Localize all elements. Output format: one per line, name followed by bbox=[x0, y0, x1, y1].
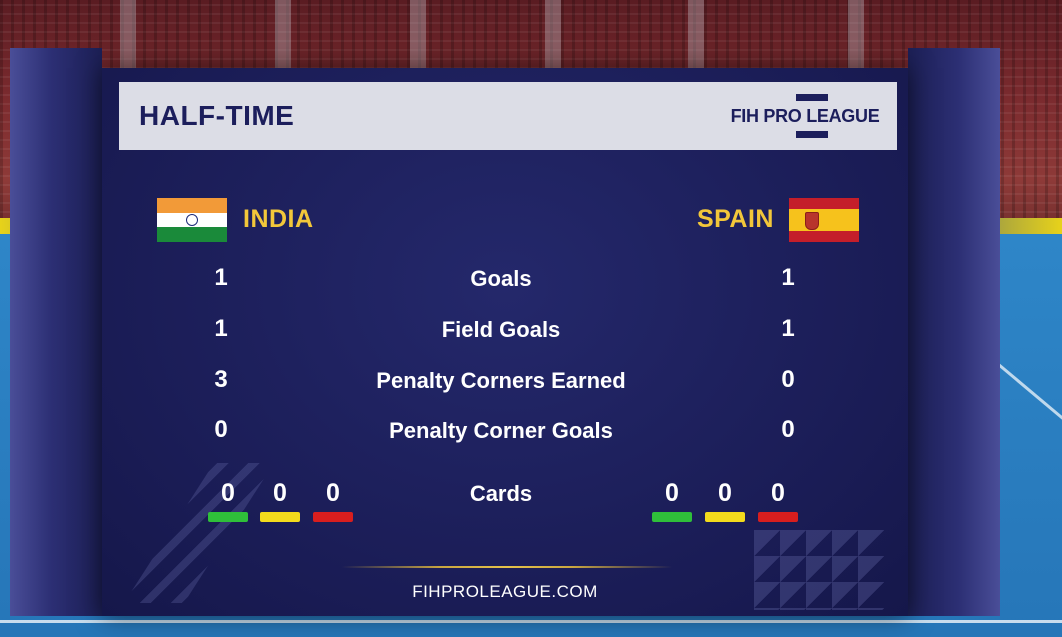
divider-line bbox=[342, 566, 672, 568]
stat-label-penalty-corners-earned: Penalty Corners Earned bbox=[376, 368, 626, 393]
stands-aisle bbox=[410, 0, 426, 70]
home-yellow-card: 0 bbox=[260, 478, 300, 522]
right-pillar bbox=[908, 48, 1000, 616]
stat-label-cards: Cards bbox=[469, 481, 533, 506]
home-green-card-count: 0 bbox=[221, 479, 235, 507]
stands-aisle bbox=[848, 0, 864, 70]
home-penalty-corner-goals: 0 bbox=[214, 416, 228, 443]
home-team-name: INDIA bbox=[243, 205, 314, 233]
stat-label-field-goals: Field Goals bbox=[441, 317, 561, 342]
away-field-goals: 1 bbox=[781, 315, 795, 342]
away-red-card: 0 bbox=[758, 478, 798, 522]
home-goals: 1 bbox=[214, 264, 228, 291]
spain-flag-icon bbox=[789, 198, 859, 242]
home-field-goals: 1 bbox=[214, 315, 228, 342]
home-yellow-card-count: 0 bbox=[273, 479, 287, 507]
away-green-card: 0 bbox=[652, 478, 692, 522]
stands-aisle bbox=[688, 0, 704, 70]
away-red-card-count: 0 bbox=[771, 479, 785, 507]
away-goals: 1 bbox=[781, 264, 795, 291]
away-penalty-corners-earned: 0 bbox=[781, 366, 795, 393]
away-yellow-card-count: 0 bbox=[718, 479, 732, 507]
scoreboard-panel: HALF-TIME FIH PRO LEAGUE INDIA SPAIN 1 G… bbox=[102, 68, 908, 616]
india-flag-icon bbox=[157, 198, 227, 242]
header-bar: HALF-TIME FIH PRO LEAGUE bbox=[119, 82, 897, 150]
home-green-card: 0 bbox=[208, 478, 248, 522]
website-url: FIHPROLEAGUE.COM bbox=[412, 582, 598, 601]
away-yellow-card: 0 bbox=[705, 478, 745, 522]
decorative-triangles bbox=[754, 530, 884, 610]
away-penalty-corner-goals: 0 bbox=[781, 416, 795, 443]
stands-aisle bbox=[545, 0, 561, 70]
home-red-card: 0 bbox=[313, 478, 353, 522]
period-title: HALF-TIME bbox=[139, 100, 295, 131]
away-team-name: SPAIN bbox=[696, 205, 774, 233]
left-pillar bbox=[10, 48, 102, 616]
logo-text: FIH PRO LEAGUE bbox=[729, 106, 881, 126]
pitch-line bbox=[0, 620, 1062, 623]
home-penalty-corners-earned: 3 bbox=[214, 366, 228, 393]
home-red-card-count: 0 bbox=[326, 479, 340, 507]
fih-pro-league-logo: FIH PRO LEAGUE bbox=[725, 94, 885, 138]
stat-label-penalty-corner-goals: Penalty Corner Goals bbox=[389, 418, 613, 443]
away-green-card-count: 0 bbox=[665, 479, 679, 507]
stands-aisle bbox=[120, 0, 136, 70]
stands-aisle bbox=[275, 0, 291, 70]
stat-label-goals: Goals bbox=[470, 266, 532, 291]
